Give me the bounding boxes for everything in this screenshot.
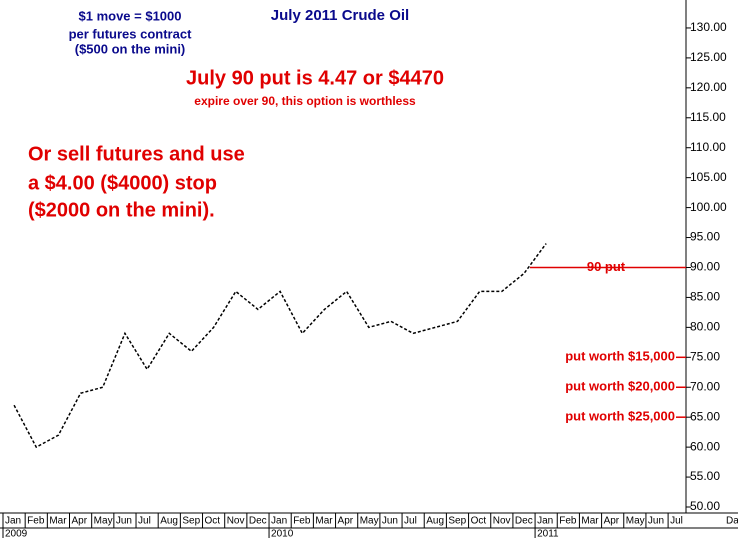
annotation: ($500 on the mini) <box>75 41 186 56</box>
year-label: 2010 <box>271 529 294 538</box>
y-tick-label: 75.00 <box>690 349 720 363</box>
x-tick-label: Jun <box>648 516 664 527</box>
x-axis-label: Da <box>726 516 738 527</box>
x-tick-label: Dec <box>515 516 533 527</box>
x-tick-label: Nov <box>493 516 511 527</box>
x-tick-label: May <box>360 516 379 527</box>
subheadline: expire over 90, this option is worthless <box>194 94 416 108</box>
note: ($2000 on the mini). <box>28 199 215 221</box>
x-tick-label: Jun <box>116 516 132 527</box>
x-tick-label: Mar <box>315 516 333 527</box>
annotation: $1 move = $1000 <box>79 8 182 23</box>
y-tick-label: 110.00 <box>690 140 726 154</box>
x-tick-label: Jan <box>537 516 553 527</box>
x-tick-label: Mar <box>49 516 67 527</box>
x-tick-label: Oct <box>205 516 221 527</box>
y-tick-label: 60.00 <box>690 439 720 453</box>
y-tick-label: 130.00 <box>690 20 727 34</box>
y-tick-label: 125.00 <box>690 50 727 64</box>
y-tick-label: 50.00 <box>690 499 720 513</box>
y-tick-label: 95.00 <box>690 230 720 244</box>
reference-label: put worth $20,000 <box>565 379 675 394</box>
y-tick-label: 120.00 <box>690 80 727 94</box>
price-line <box>13 243 547 449</box>
y-tick-label: 70.00 <box>690 379 720 393</box>
y-tick-label: 80.00 <box>690 320 720 334</box>
x-tick-label: May <box>94 516 113 527</box>
x-tick-label: Jan <box>5 516 21 527</box>
reference-label: 90 put <box>587 259 626 274</box>
y-tick-label: 85.00 <box>690 290 720 304</box>
x-tick-label: Jul <box>670 516 683 527</box>
annotation: per futures contract <box>69 26 192 41</box>
y-tick-label: 105.00 <box>690 170 727 184</box>
x-tick-label: Sep <box>182 516 200 527</box>
y-tick-label: 100.00 <box>690 200 727 214</box>
x-tick-label: Jan <box>271 516 287 527</box>
x-tick-label: Feb <box>293 516 311 527</box>
reference-label: put worth $25,000 <box>565 409 675 424</box>
y-tick-label: 115.00 <box>690 110 726 124</box>
x-tick-label: Jul <box>138 516 151 527</box>
chart-title: July 2011 Crude Oil <box>271 7 409 24</box>
x-tick-label: Jun <box>382 516 398 527</box>
x-tick-label: Aug <box>160 516 178 527</box>
x-tick-label: Mar <box>581 516 599 527</box>
x-tick-label: Apr <box>604 516 620 527</box>
x-tick-label: Nov <box>227 516 245 527</box>
note: Or sell futures and use <box>28 143 245 165</box>
reference-label: put worth $15,000 <box>565 349 675 364</box>
y-tick-label: 65.00 <box>690 409 720 423</box>
y-tick-label: 90.00 <box>690 260 720 274</box>
y-tick-label: 55.00 <box>690 469 720 483</box>
headline: July 90 put is 4.47 or $4470 <box>186 67 444 89</box>
x-tick-label: Oct <box>471 516 487 527</box>
x-tick-label: Aug <box>426 516 444 527</box>
x-tick-label: May <box>626 516 645 527</box>
year-label: 2011 <box>537 529 559 538</box>
x-tick-label: Dec <box>249 516 267 527</box>
year-label: 2009 <box>5 529 28 538</box>
x-tick-label: Apr <box>72 516 88 527</box>
note: a $4.00 ($4000) stop <box>28 172 217 194</box>
x-tick-label: Jul <box>404 516 417 527</box>
x-tick-label: Feb <box>27 516 45 527</box>
x-tick-label: Apr <box>338 516 354 527</box>
x-tick-label: Sep <box>448 516 466 527</box>
x-tick-label: Feb <box>559 516 577 527</box>
